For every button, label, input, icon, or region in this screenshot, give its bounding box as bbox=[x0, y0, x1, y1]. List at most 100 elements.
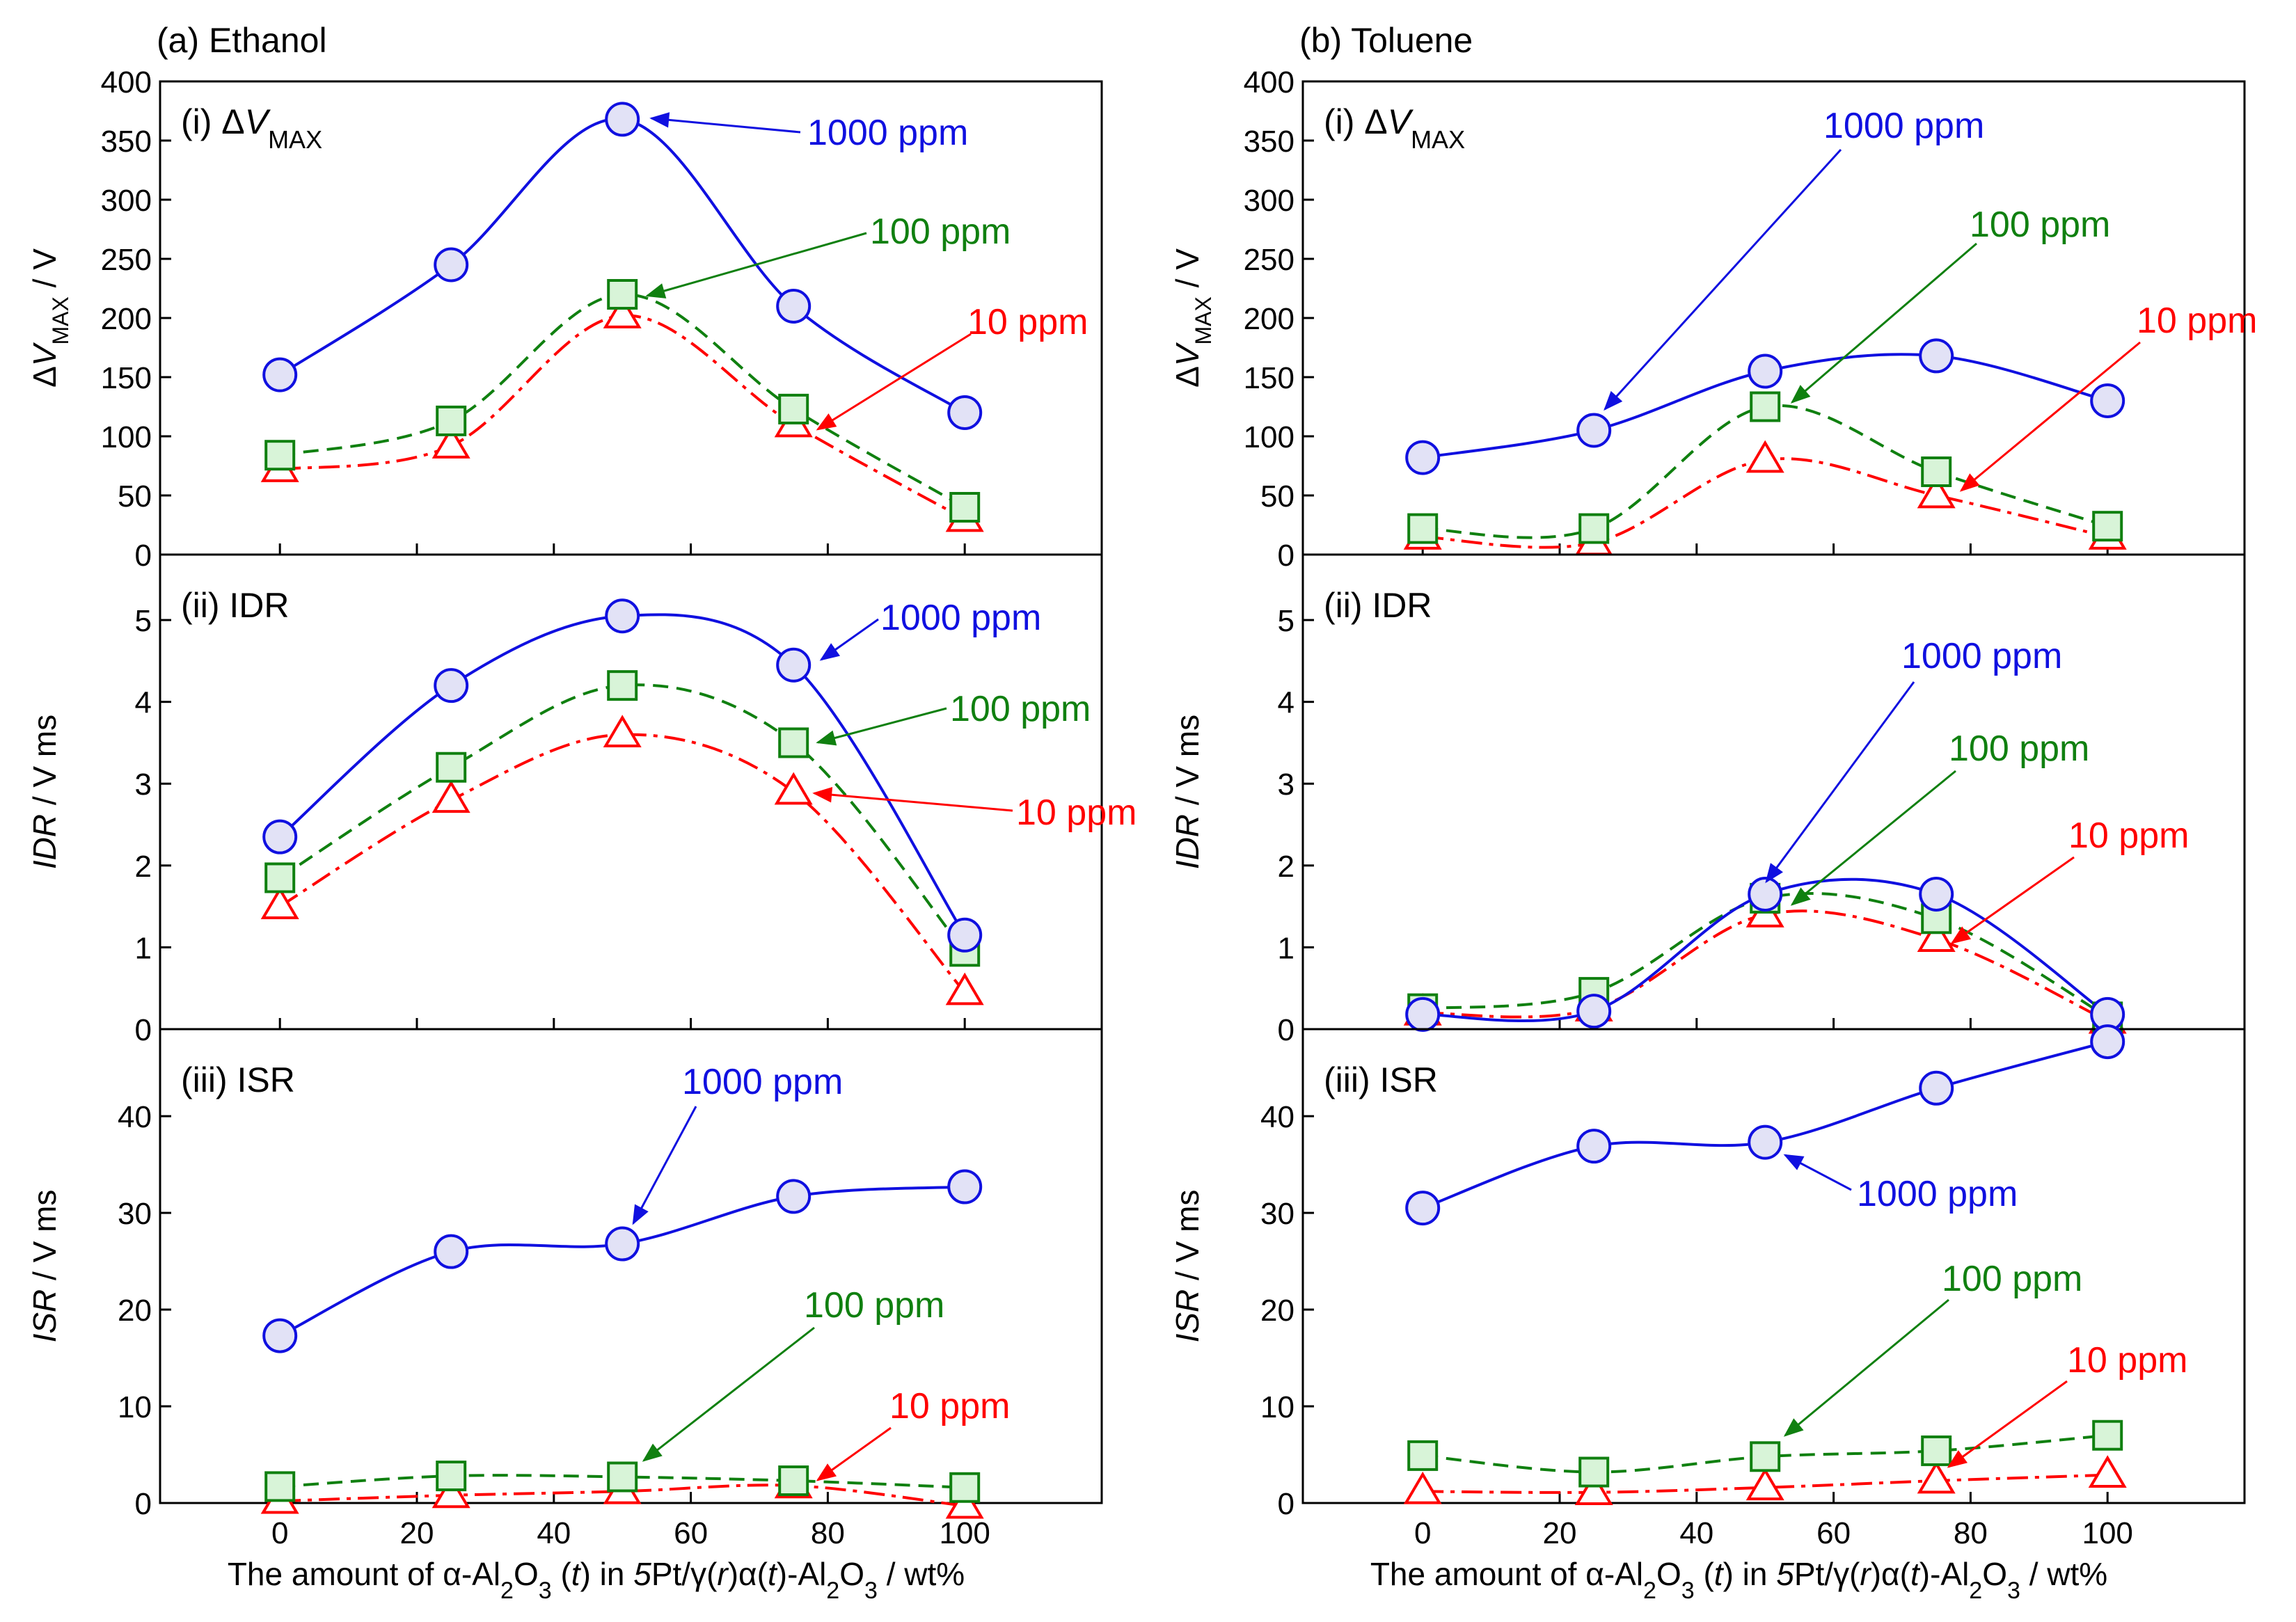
annotation-label: 1000 ppm bbox=[807, 113, 968, 153]
data-point-1000-ppm bbox=[605, 1226, 640, 1262]
y-tick-label: 5 bbox=[1278, 604, 1295, 638]
data-point-10-ppm bbox=[1917, 475, 1956, 509]
data-point-10-ppm bbox=[1745, 1468, 1784, 1501]
plot-frame bbox=[1301, 1028, 2246, 1504]
data-point-10-ppm bbox=[1917, 1461, 1956, 1494]
y-axis-label: ΔVMAX / V bbox=[26, 248, 73, 388]
panel-label: (ii) IDR bbox=[181, 586, 290, 625]
data-point-1000-ppm bbox=[262, 357, 298, 392]
data-point-1000-ppm bbox=[1576, 994, 1612, 1029]
annotation-arrow bbox=[816, 333, 972, 431]
y-tick-label: 3 bbox=[135, 768, 152, 802]
data-point-100-ppm bbox=[1578, 513, 1610, 544]
annotation-arrow bbox=[1765, 681, 1915, 884]
y-axis-label: IDR / V ms bbox=[26, 715, 63, 869]
data-point-1000-ppm bbox=[776, 1179, 811, 1214]
data-point-100-ppm bbox=[949, 492, 981, 523]
series-line-100-ppm bbox=[279, 683, 966, 953]
y-tick-label: 250 bbox=[101, 243, 152, 277]
data-point-100-ppm bbox=[264, 440, 296, 471]
y-tick-label: 0 bbox=[135, 539, 152, 573]
data-point-100-ppm bbox=[1578, 1456, 1610, 1488]
x-tick-label: 60 bbox=[1816, 1516, 1851, 1550]
y-tick-label: 50 bbox=[118, 479, 152, 514]
y-tick-label: 1 bbox=[1278, 931, 1295, 965]
panel-label: (i) ΔVMAX bbox=[1324, 102, 1465, 154]
annotation-arrow bbox=[645, 232, 867, 299]
annotation-arrow bbox=[1947, 1380, 2068, 1468]
annotation-arrow bbox=[1790, 770, 1956, 906]
x-tick-label: 20 bbox=[400, 1516, 434, 1550]
panel-label: (ii) IDR bbox=[1324, 586, 1432, 625]
annotation-label: 10 ppm bbox=[1016, 793, 1137, 833]
y-tick-label: 0 bbox=[135, 1013, 152, 1047]
x-tick-label: 100 bbox=[2082, 1516, 2132, 1550]
y-axis-label: ISR / V ms bbox=[26, 1190, 63, 1343]
chart-column-ethanol: (a) Ethanol050100150200250300350400ΔVMAX… bbox=[26, 21, 1137, 1604]
y-tick-label: 30 bbox=[1260, 1197, 1295, 1231]
column-title: (b) Toluene bbox=[1299, 21, 1473, 60]
annotation-label: 1000 ppm bbox=[1857, 1174, 2018, 1214]
data-point-100-ppm bbox=[1750, 391, 1781, 422]
x-axis-label: The amount of α-Al2O3 (t) in 5Pt/γ(r)α(t… bbox=[1370, 1556, 2107, 1604]
y-tick-label: 20 bbox=[118, 1294, 152, 1328]
y-tick-label: 5 bbox=[135, 604, 152, 638]
data-point-10-ppm bbox=[2088, 1455, 2127, 1488]
annotation-arrow bbox=[649, 112, 801, 134]
panel-label: (iii) ISR bbox=[181, 1060, 295, 1099]
data-point-100-ppm bbox=[778, 393, 809, 424]
panel-3: 0 10 20 30 40 ISR / V ms (iii) ISR 1000 ppm 100 … bbox=[26, 1028, 1103, 1521]
y-tick-label: 10 bbox=[118, 1390, 152, 1424]
data-point-10-ppm bbox=[432, 426, 470, 459]
data-point-100-ppm bbox=[2092, 1420, 2123, 1451]
data-point-100-ppm bbox=[607, 670, 638, 701]
x-axis-label: The amount of α-Al2O3 (t) in 5Pt/γ(r)α(t… bbox=[228, 1556, 965, 1604]
data-point-100-ppm bbox=[436, 405, 467, 436]
data-point-1000-ppm bbox=[776, 647, 811, 683]
data-point-1000-ppm bbox=[1405, 1191, 1441, 1226]
x-tick-label: 80 bbox=[811, 1516, 845, 1550]
data-point-1000-ppm bbox=[1405, 996, 1441, 1032]
annotation-arrow bbox=[642, 1326, 815, 1462]
series-line-1000-ppm bbox=[279, 118, 966, 414]
data-point-1000-ppm bbox=[1748, 353, 1783, 389]
data-point-1000-ppm bbox=[776, 289, 811, 324]
data-point-1000-ppm bbox=[1405, 440, 1441, 475]
x-tick-label: 40 bbox=[537, 1516, 571, 1550]
data-point-1000-ppm bbox=[434, 1234, 469, 1269]
data-point-1000-ppm bbox=[1748, 876, 1783, 912]
annotation-arrow bbox=[1959, 341, 2141, 492]
data-point-100-ppm bbox=[778, 1465, 809, 1497]
data-point-100-ppm bbox=[1407, 513, 1439, 544]
data-point-1000-ppm bbox=[262, 819, 298, 854]
y-tick-label: 1 bbox=[135, 931, 152, 965]
annotation-label: 10 ppm bbox=[889, 1386, 1010, 1426]
data-point-10-ppm bbox=[945, 1486, 984, 1519]
x-tick-label: 0 bbox=[1414, 1516, 1431, 1550]
series-line-10-ppm bbox=[279, 733, 966, 994]
data-point-1000-ppm bbox=[1919, 1070, 1954, 1106]
y-tick-label: 200 bbox=[101, 302, 152, 336]
y-tick-label: 100 bbox=[1244, 420, 1295, 454]
annotation-arrow bbox=[632, 1106, 697, 1225]
data-point-1000-ppm bbox=[605, 598, 640, 634]
data-point-1000-ppm bbox=[1919, 338, 1954, 374]
annotation-label: 100 ppm bbox=[1942, 1259, 2082, 1299]
y-tick-label: 3 bbox=[1278, 768, 1295, 802]
data-point-100-ppm bbox=[1921, 1435, 1952, 1466]
data-point-100-ppm bbox=[436, 1461, 467, 1492]
annotation-label: 100 ppm bbox=[950, 689, 1091, 729]
annotation-arrow bbox=[1783, 1154, 1852, 1191]
y-tick-label: 150 bbox=[101, 361, 152, 395]
annotation-label: 100 ppm bbox=[1949, 729, 2089, 769]
data-point-100-ppm bbox=[1407, 1440, 1439, 1471]
panel-1: 0 50 100 150 200 250 300 350 400 ΔVMAX / V (i) ΔVM… bbox=[1169, 65, 2257, 573]
y-tick-label: 4 bbox=[135, 686, 152, 720]
data-point-1000-ppm bbox=[2090, 1024, 2125, 1060]
y-tick-label: 200 bbox=[1244, 302, 1295, 336]
y-tick-label: 250 bbox=[1244, 243, 1295, 277]
data-point-1000-ppm bbox=[434, 247, 469, 283]
y-tick-label: 50 bbox=[1260, 479, 1295, 514]
panel-3: 0 10 20 30 40 ISR / V ms (iii) ISR 1000 ppm 100 … bbox=[1169, 1024, 2246, 1521]
y-tick-label: 30 bbox=[118, 1197, 152, 1231]
